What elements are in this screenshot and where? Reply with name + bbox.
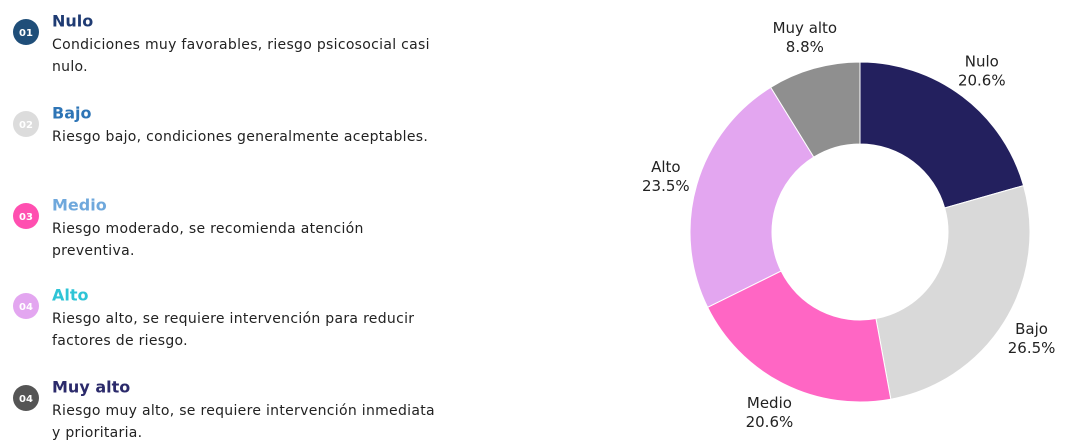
badge-number: 04: [19, 394, 33, 405]
item-description: nulo.: [52, 59, 88, 75]
segment-value: 23.5%: [642, 177, 690, 195]
badge-circle: [13, 19, 39, 45]
item-description: Riesgo bajo, condiciones generalmente ac…: [52, 129, 428, 145]
item-title: Muy alto: [52, 378, 130, 397]
item-description: Riesgo alto, se requiere intervención pa…: [52, 311, 414, 327]
donut-segment: [689, 86, 815, 308]
item-description: Condiciones muy favorables, riesgo psico…: [52, 37, 430, 53]
item-description: y prioritaria.: [52, 425, 142, 441]
donut-segment: [859, 61, 1025, 209]
segment-name: Medio: [747, 394, 792, 412]
badge-circle: [13, 203, 39, 229]
item-title: Nulo: [52, 12, 93, 31]
item-description: Riesgo muy alto, se requiere intervenció…: [52, 403, 435, 419]
donut-segment: [706, 270, 892, 403]
donut-segment: [770, 61, 861, 158]
badge-number: 02: [19, 120, 33, 131]
segment-value: 8.8%: [786, 38, 824, 56]
item-title: Medio: [52, 196, 107, 215]
item-title: Alto: [52, 286, 89, 305]
item-description: factores de riesgo.: [52, 333, 188, 349]
item-title: Bajo: [52, 104, 91, 123]
segment-value: 26.5%: [1008, 339, 1056, 357]
badge-number: 04: [19, 302, 33, 313]
badge-circle: [13, 111, 39, 137]
segment-name: Muy alto: [773, 19, 838, 37]
item-description: preventiva.: [52, 243, 135, 259]
badge-number: 01: [19, 28, 33, 39]
item-description: Riesgo moderado, se recomienda atención: [52, 221, 364, 237]
segment-name: Alto: [651, 158, 681, 176]
badge-circle: [13, 385, 39, 411]
segment-name: Nulo: [965, 52, 999, 70]
segment-value: 20.6%: [746, 413, 794, 431]
segment-name: Bajo: [1015, 320, 1048, 338]
donut-segment: [875, 184, 1031, 400]
segment-value: 20.6%: [958, 71, 1006, 89]
badge-number: 03: [19, 212, 33, 223]
badge-circle: [13, 293, 39, 319]
